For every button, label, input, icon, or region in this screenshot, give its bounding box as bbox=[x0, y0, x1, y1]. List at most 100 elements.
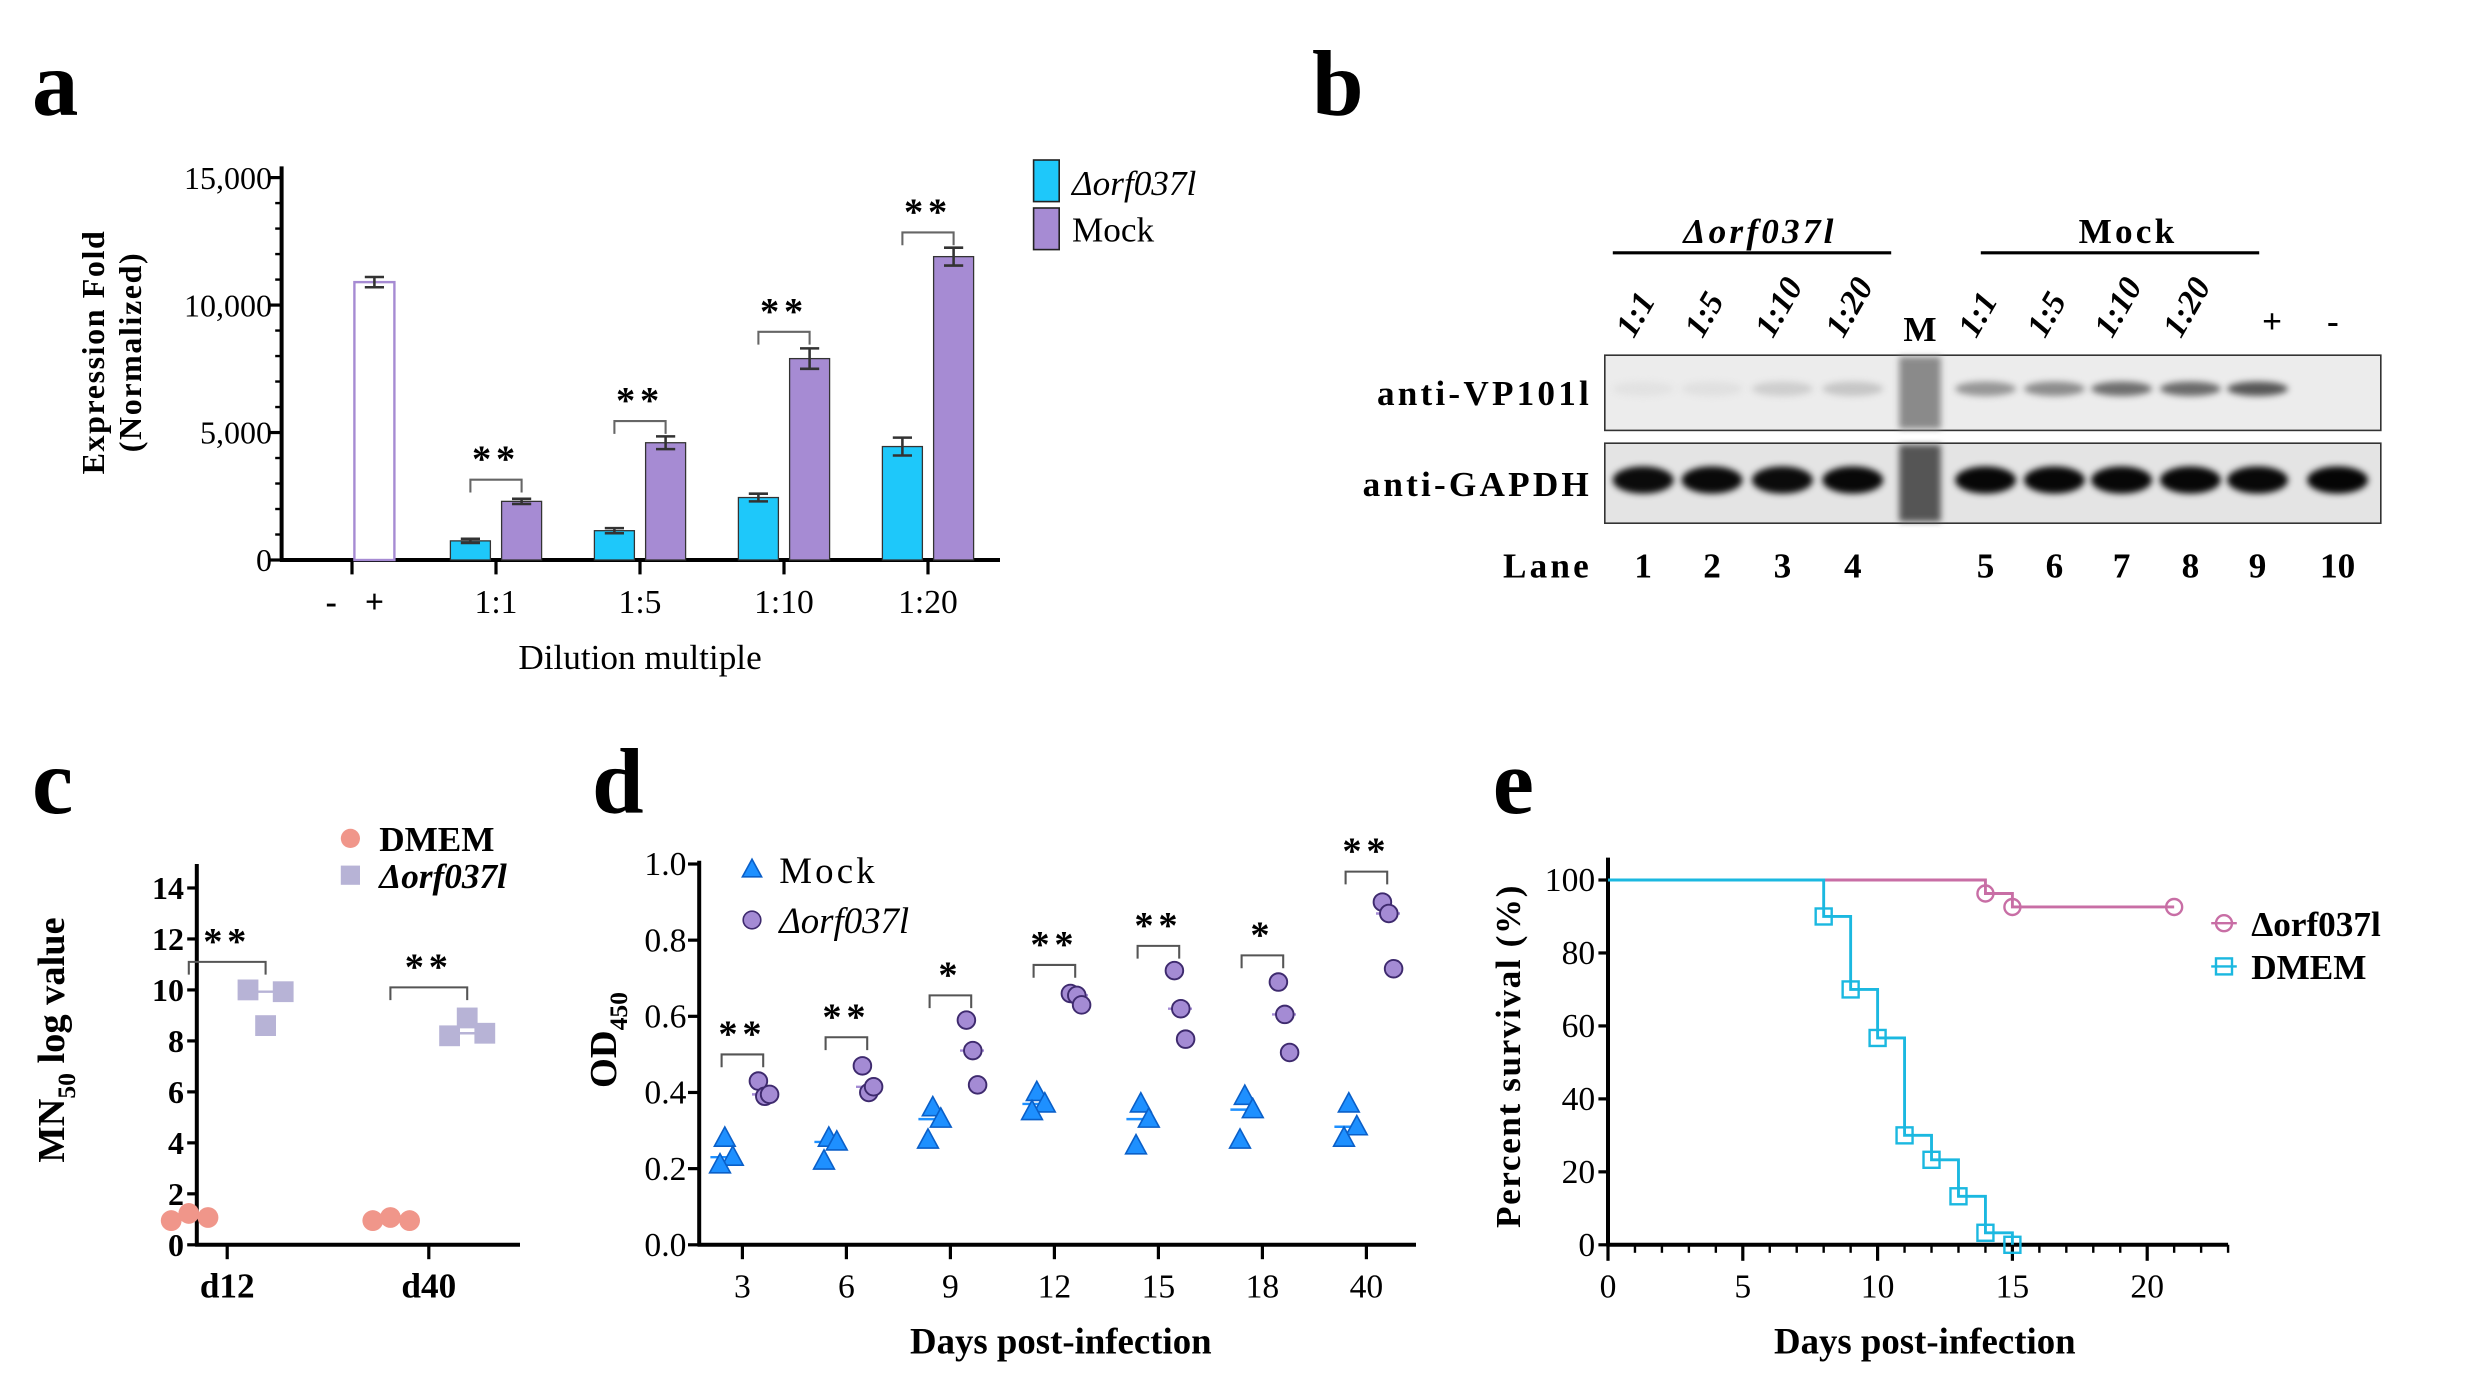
data-point-mock bbox=[721, 1144, 745, 1167]
data-point-orf037l bbox=[963, 1040, 983, 1061]
x-axis-label: Days post-infection bbox=[910, 1321, 1212, 1362]
y-axis-label-subscript: 50 bbox=[52, 1073, 81, 1099]
marker-ladder-smear bbox=[1899, 444, 1941, 522]
x-axis-label: Dilution multiple bbox=[518, 638, 761, 677]
significance-bracket bbox=[757, 330, 811, 345]
y-tick-label: 6 bbox=[168, 1074, 184, 1110]
data-point-orf037l bbox=[1268, 972, 1289, 992]
data-point-orf037l bbox=[1379, 903, 1399, 924]
bar-mock bbox=[644, 442, 687, 561]
legend-marker-dmem bbox=[340, 828, 360, 848]
panel-letter-b: b bbox=[1312, 33, 1364, 136]
y-axis-label: OD450 bbox=[583, 992, 633, 1088]
censor-marker-dmem bbox=[1868, 1028, 1887, 1048]
legend-swatch-mock bbox=[1032, 207, 1060, 251]
blot-row-label-vp101l: anti-VP101l bbox=[1377, 374, 1592, 413]
y-tick-label: 0 bbox=[168, 1227, 184, 1263]
x-tick-label: 18 bbox=[1246, 1269, 1280, 1306]
significance-stars: ** bbox=[760, 291, 808, 333]
data-point-mock bbox=[1337, 1091, 1361, 1113]
data-point-orf037l bbox=[272, 981, 294, 1003]
y-tick-label: 0.0 bbox=[644, 1227, 686, 1264]
data-point-mock bbox=[713, 1125, 737, 1147]
data-point-orf037l bbox=[863, 1077, 884, 1097]
bar-orf037l bbox=[737, 496, 780, 561]
x-tick-label: 5 bbox=[1734, 1269, 1751, 1306]
x-tick-label: 20 bbox=[2130, 1269, 2164, 1306]
lane-number: 2 bbox=[1703, 547, 1721, 586]
lane-header-dilution: 1:20 bbox=[1818, 271, 1881, 343]
band-gapdh bbox=[2024, 466, 2085, 494]
data-point-dmem bbox=[380, 1207, 401, 1228]
bar-positive-control bbox=[353, 280, 396, 562]
lane-header-dilution: 1:1 bbox=[1608, 286, 1662, 343]
x-tick-label: + bbox=[365, 584, 384, 621]
lane-number: 7 bbox=[2113, 547, 2131, 586]
y-tick-label: 0 bbox=[256, 542, 272, 578]
band-vp101l bbox=[2227, 381, 2288, 396]
lane-header-dilution: 1:10 bbox=[2087, 271, 2150, 343]
y-axis-label-subscript: 450 bbox=[604, 992, 633, 1030]
bar-orf037l bbox=[593, 530, 636, 561]
censor-marker-dmem bbox=[1976, 1223, 1995, 1242]
blot-group-label-mock: Mock bbox=[2079, 212, 2178, 251]
band-gapdh bbox=[1681, 466, 1743, 494]
y-axis-label-rest: log value bbox=[31, 917, 73, 1073]
x-tick-label: 1:1 bbox=[475, 584, 518, 621]
data-point-mock bbox=[929, 1106, 953, 1128]
band-vp101l bbox=[1681, 381, 1743, 396]
y-tick-label: 0 bbox=[1578, 1227, 1595, 1264]
lane-number: 1 bbox=[1634, 547, 1652, 586]
band-vp101l bbox=[1752, 381, 1813, 396]
data-point-orf037l bbox=[1279, 1042, 1300, 1063]
data-point-orf037l bbox=[967, 1075, 988, 1095]
significance-bracket bbox=[469, 478, 523, 493]
data-point-mock bbox=[1233, 1083, 1257, 1106]
significance-bracket bbox=[1136, 944, 1181, 959]
x-tick-label: 1:5 bbox=[619, 584, 662, 621]
y-tick-label: 14 bbox=[152, 870, 184, 906]
significance-stars: ** bbox=[472, 439, 520, 481]
data-point-dmem bbox=[160, 1210, 182, 1231]
data-point-mock bbox=[1124, 1132, 1148, 1155]
lane-title: Lane bbox=[1503, 547, 1592, 586]
x-axis-label: Days post-infection bbox=[1774, 1321, 2076, 1362]
data-point-mock bbox=[1025, 1079, 1049, 1102]
band-vp101l bbox=[2160, 381, 2221, 396]
x-tick-label: - bbox=[326, 584, 337, 621]
legend-label-orf037l: Δorf037l bbox=[777, 900, 909, 941]
censor-marker-dmem bbox=[2003, 1235, 2022, 1255]
x-tick-label: d12 bbox=[200, 1267, 255, 1306]
data-point-orf037l bbox=[474, 1022, 496, 1044]
lane-header-dilution: 1:20 bbox=[2156, 271, 2219, 343]
data-point-orf037l bbox=[1383, 958, 1404, 979]
x-tick-label: d40 bbox=[401, 1267, 456, 1306]
legend-marker-orf037l bbox=[340, 865, 360, 885]
significance-stars: ** bbox=[904, 191, 952, 233]
panel-letter-c: c bbox=[32, 731, 73, 834]
legend-marker-orf037l bbox=[2214, 914, 2234, 933]
band-vp101l bbox=[2024, 381, 2085, 396]
censor-marker-dmem bbox=[1895, 1126, 1914, 1145]
legend-label-dmem: DMEM bbox=[2251, 948, 2366, 987]
band-gapdh bbox=[2307, 466, 2368, 494]
band-gapdh bbox=[1752, 466, 1813, 494]
data-point-orf037l bbox=[1275, 1004, 1295, 1025]
legend-swatch-orf037l bbox=[1032, 159, 1060, 203]
panel-b-western-blot: Δorf037l Mock anti-VP101l anti-GAPDH Lan… bbox=[1363, 212, 2382, 586]
data-point-dmem bbox=[197, 1207, 219, 1228]
legend-label-dmem: DMEM bbox=[379, 820, 494, 859]
significance-bracket bbox=[928, 994, 973, 1009]
data-point-mock bbox=[1033, 1091, 1057, 1113]
data-point-orf037l bbox=[956, 1010, 977, 1030]
data-point-mock bbox=[1228, 1127, 1252, 1149]
band-gapdh bbox=[1612, 466, 1674, 494]
censor-marker-dmem bbox=[1922, 1150, 1941, 1170]
data-point-mock bbox=[708, 1151, 732, 1174]
significance-bracket bbox=[824, 1036, 869, 1051]
x-tick-label: 15 bbox=[1996, 1269, 2030, 1306]
lane-number: 9 bbox=[2249, 547, 2267, 586]
y-tick-label: 100 bbox=[1545, 862, 1595, 899]
significance-stars: ** bbox=[822, 996, 870, 1038]
significance-stars: ** bbox=[1342, 831, 1390, 873]
